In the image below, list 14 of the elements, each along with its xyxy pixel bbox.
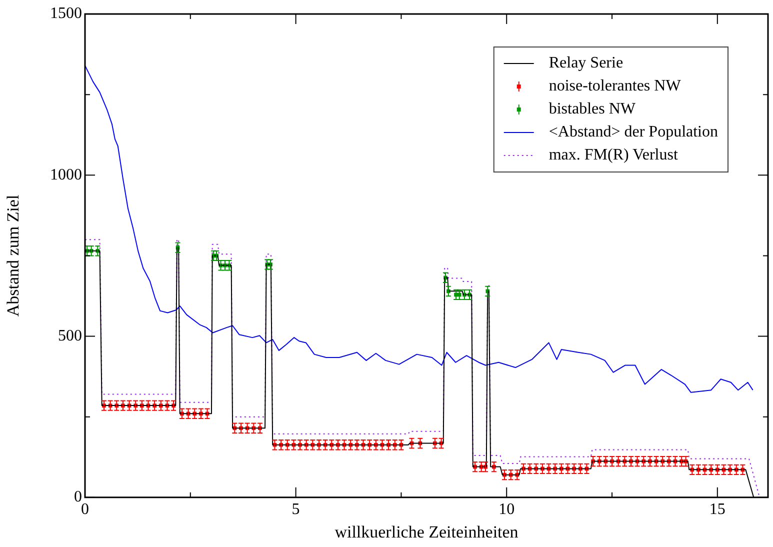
- legend-label: <Abstand> der Population: [548, 124, 718, 141]
- x-tick-label: 5: [292, 501, 300, 518]
- y-tick-label: 500: [58, 327, 82, 344]
- y-tick-label: 0: [74, 488, 82, 506]
- y-tick-label: 1500: [50, 5, 82, 22]
- legend-label: max. FM(R) Verlust: [548, 146, 678, 164]
- legend-label: Relay Serie: [548, 54, 624, 72]
- y-tick-label: 1000: [50, 166, 82, 184]
- y-axis-title: Abstand zum Ziel: [4, 194, 23, 317]
- legend-label: bistables NW: [548, 100, 636, 118]
- x-axis-title: willkuerliche Zeiteinheiten: [334, 522, 519, 542]
- legend-label: noise-tolerantes NW: [548, 78, 682, 95]
- x-tick-label: 15: [709, 501, 726, 518]
- x-tick-label: 10: [498, 501, 515, 518]
